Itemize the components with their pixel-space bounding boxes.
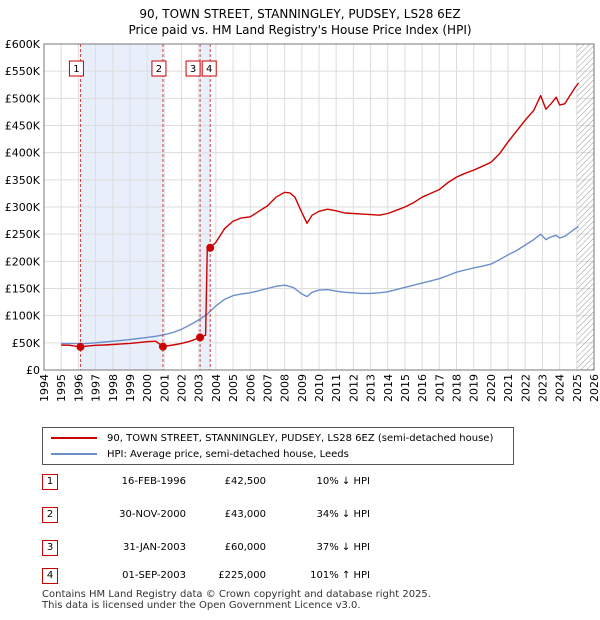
legend-label-hpi: HPI: Average price, semi-detached house,…	[107, 448, 349, 460]
y-tick-label: £550K	[5, 65, 41, 78]
footer-licence: This data is licensed under the Open Gov…	[42, 600, 361, 611]
property-price-line	[61, 82, 580, 348]
legend-swatch-property	[51, 437, 97, 439]
sale-annotation-box	[151, 60, 167, 77]
sale-price: £42,500	[224, 476, 266, 487]
hpi-line	[61, 226, 579, 345]
x-tick-label: 2014	[382, 374, 395, 402]
x-tick-label: 2011	[330, 374, 343, 402]
y-tick-label: £200K	[5, 255, 41, 268]
legend-label-property: 90, TOWN STREET, STANNINGLEY, PUDSEY, LS…	[107, 432, 494, 444]
x-tick-label: 2012	[347, 374, 360, 402]
sale-date: 30-NOV-2000	[119, 509, 186, 520]
x-tick-label: 2005	[227, 374, 240, 402]
sale-point-marker	[76, 342, 85, 351]
sale-row: 1 16-FEB-1996 £42,500 10% ↓ HPI	[0, 472, 600, 492]
sale-hpi-change: 37% ↓ HPI	[316, 542, 370, 553]
x-tick-label: 1997	[90, 374, 103, 402]
sale-hpi-change: 101% ↑ HPI	[310, 570, 370, 581]
y-tick-label: £350K	[5, 174, 41, 187]
sale-annotation-label: 3	[190, 64, 196, 75]
plot-frame	[43, 43, 595, 371]
sale-price: £43,000	[224, 509, 266, 520]
x-tick-label: 1996	[72, 374, 85, 402]
legend-item-hpi: HPI: Average price, semi-detached house,…	[51, 447, 349, 461]
sale-number-badge: 3	[42, 540, 58, 556]
x-tick-label: 1995	[55, 374, 68, 402]
y-tick-label: £400K	[5, 147, 41, 160]
sale-annotation-box	[185, 60, 201, 77]
sale-hpi-change: 10% ↓ HPI	[316, 476, 370, 487]
sale-number-badge: 2	[42, 507, 58, 523]
sale-number-badge: 1	[42, 474, 58, 490]
y-tick-label: £0	[26, 364, 40, 377]
x-tick-label: 2001	[158, 374, 171, 402]
sale-annotation-box	[201, 60, 217, 77]
x-tick-label: 2025	[571, 374, 584, 402]
sale-price: £60,000	[224, 542, 266, 553]
legend-swatch-hpi	[51, 453, 97, 455]
y-tick-label: £600K	[5, 38, 41, 51]
sale-annotation-label: 2	[156, 64, 162, 75]
y-tick-label: £100K	[5, 310, 41, 323]
sale-date: 16-FEB-1996	[121, 476, 186, 487]
x-tick-label: 2010	[313, 374, 326, 402]
x-tick-label: 2024	[554, 374, 567, 402]
sale-point-marker	[206, 243, 215, 252]
legend-item-property: 90, TOWN STREET, STANNINGLEY, PUDSEY, LS…	[51, 431, 493, 445]
y-tick-label: £250K	[5, 228, 41, 241]
sale-price: £225,000	[218, 570, 266, 581]
sale-hpi-change: 34% ↓ HPI	[316, 509, 370, 520]
x-tick-label: 2015	[399, 374, 412, 402]
future-hatch-area	[576, 44, 594, 370]
chart-title-line2: Price paid vs. HM Land Registry's House …	[128, 23, 472, 37]
x-tick-label: 2020	[485, 374, 498, 402]
x-tick-label: 1994	[38, 374, 51, 402]
x-tick-label: 2002	[176, 374, 189, 402]
y-tick-label: £50K	[12, 337, 41, 350]
x-tick-label: 2006	[244, 374, 257, 402]
y-tick-label: £450K	[5, 120, 41, 133]
footer-copyright: Contains HM Land Registry data © Crown c…	[42, 589, 431, 600]
x-tick-label: 2003	[193, 374, 206, 402]
chart-title: 90, TOWN STREET, STANNINGLEY, PUDSEY, LS…	[0, 6, 600, 38]
sale-row: 3 31-JAN-2003 £60,000 37% ↓ HPI	[0, 538, 600, 558]
x-tick-label: 2007	[261, 374, 274, 402]
sale-date: 01-SEP-2003	[122, 570, 186, 581]
x-tick-label: 2026	[588, 374, 600, 402]
sale-date: 31-JAN-2003	[122, 542, 186, 553]
x-tick-label: 2013	[365, 374, 378, 402]
y-tick-label: £500K	[5, 92, 41, 105]
footer-attribution: Contains HM Land Registry data © Crown c…	[42, 589, 431, 611]
x-tick-label: 2021	[502, 374, 515, 402]
sale-annotation-label: 1	[73, 64, 79, 75]
x-tick-label: 2019	[468, 374, 481, 402]
x-tick-label: 2022	[519, 374, 532, 402]
sale-annotation-label: 4	[206, 64, 212, 75]
chart-title-line1: 90, TOWN STREET, STANNINGLEY, PUDSEY, LS…	[139, 7, 461, 21]
x-tick-label: 2000	[141, 374, 154, 402]
x-tick-label: 2009	[296, 374, 309, 402]
y-tick-label: £150K	[5, 283, 41, 296]
x-tick-label: 2008	[279, 374, 292, 402]
x-tick-label: 1999	[124, 374, 137, 402]
sale-annotation-box	[68, 60, 84, 77]
x-tick-label: 1998	[107, 374, 120, 402]
sale-point-marker	[158, 342, 167, 351]
x-tick-label: 2016	[416, 374, 429, 402]
x-tick-label: 2017	[433, 374, 446, 402]
sale-row: 2 30-NOV-2000 £43,000 34% ↓ HPI	[0, 505, 600, 525]
x-tick-label: 2004	[210, 374, 223, 402]
sale-row: 4 01-SEP-2003 £225,000 101% ↑ HPI	[0, 566, 600, 586]
y-tick-label: £300K	[5, 201, 41, 214]
legend: 90, TOWN STREET, STANNINGLEY, PUDSEY, LS…	[42, 427, 514, 465]
x-tick-label: 2018	[451, 374, 464, 402]
sale-number-badge: 4	[42, 568, 58, 584]
x-tick-label: 2023	[536, 374, 549, 402]
sale-point-marker	[196, 333, 205, 342]
